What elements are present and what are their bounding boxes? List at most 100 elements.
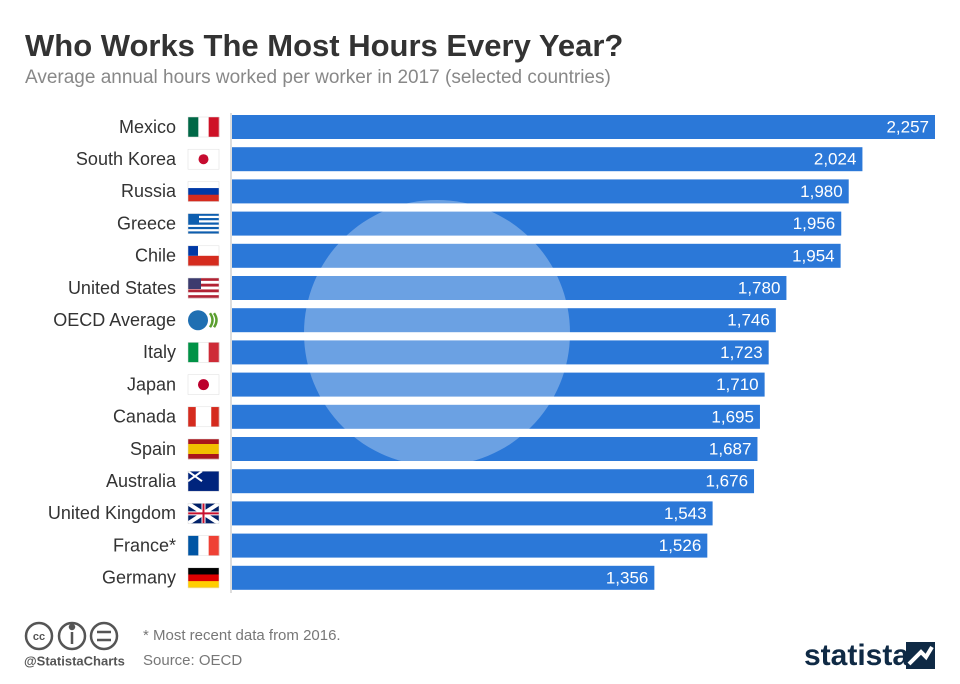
flag-border [187,148,220,170]
value-label: 1,356 [606,568,649,587]
category-label: Germany [102,568,176,588]
flag [203,406,212,427]
value-label: 1,526 [659,536,702,555]
bar [232,565,655,590]
flag-border [187,535,220,556]
flag [211,406,220,427]
value-label: 1,543 [664,504,707,523]
value-label: 1,780 [738,278,781,297]
flag-border [187,116,220,138]
flag [198,535,209,556]
flag-border [187,245,220,267]
flag [188,444,219,450]
category-label: Spain [130,439,176,459]
flag [188,283,219,287]
flag [188,188,219,196]
value-label: 1,954 [792,246,835,265]
category-label: United States [68,278,176,298]
value-label: 1,980 [800,182,843,201]
category-label: Italy [143,342,176,362]
flag [187,470,203,483]
value-label: 1,956 [793,214,836,233]
flag [188,310,208,331]
flag [198,342,209,363]
category-label: Russia [121,181,177,201]
brand-logo: statista [804,639,909,672]
flag [188,295,219,299]
bar [232,340,769,365]
category-label: Japan [127,374,176,394]
category-label: Chile [135,246,176,266]
flag [188,535,199,556]
footnote: * Most recent data from 2016. [143,627,341,644]
chart-subtitle: Average annual hours worked per worker i… [25,67,611,88]
flag [198,117,209,137]
flag [188,439,219,445]
flags [186,116,221,589]
flag-border [187,342,220,363]
bar [232,276,787,300]
flag-border [187,181,220,202]
value-label: 1,710 [716,375,759,394]
bar [232,147,863,172]
flag [208,312,218,328]
value-label: 2,257 [886,117,929,136]
flag [188,226,219,230]
bar [232,179,849,204]
bar [232,501,713,526]
category-label: Mexico [119,117,176,137]
flag [188,255,219,267]
flag [188,449,219,455]
flag [188,245,219,257]
flag [188,213,219,217]
flag-border [187,374,220,395]
value-label: 1,687 [709,439,752,458]
flag [188,280,219,285]
svg-text:cc: cc [33,631,45,643]
bar [232,404,760,429]
flag [208,535,220,556]
category-label: South Korea [76,149,177,169]
flag [188,213,199,225]
flag [188,581,219,589]
category-label: United Kingdom [48,503,176,523]
flag [188,222,219,226]
flag [195,406,204,427]
flag-border [187,503,220,524]
flag [188,218,219,221]
flag [188,454,219,460]
flag [188,224,219,228]
flag-border [187,277,220,299]
bar [232,211,842,236]
category-label: OECD Average [53,310,176,330]
flag [188,289,219,293]
flag [188,181,219,189]
flag [188,215,219,219]
category-label: Australia [106,471,177,491]
flag [198,379,209,391]
category-label: Greece [117,213,176,233]
flag [188,117,199,137]
flag [188,229,219,232]
flag [188,194,219,202]
flag [188,503,219,524]
flag-border [187,438,220,460]
flag [188,406,197,427]
bar [232,243,841,268]
flag [198,154,209,165]
flag [188,278,219,282]
clock-watermark [304,200,570,466]
flag [208,342,220,363]
chart-title: Who Works The Most Hours Every Year? [25,28,623,63]
flag [188,342,199,363]
bar [232,308,776,333]
flag [188,567,219,575]
category-label: Canada [113,407,177,427]
bar [232,437,758,461]
value-label: 1,723 [720,343,763,362]
flag-border [187,470,220,492]
flag [188,278,201,289]
flag-border [187,567,220,589]
flag-border [187,213,220,234]
